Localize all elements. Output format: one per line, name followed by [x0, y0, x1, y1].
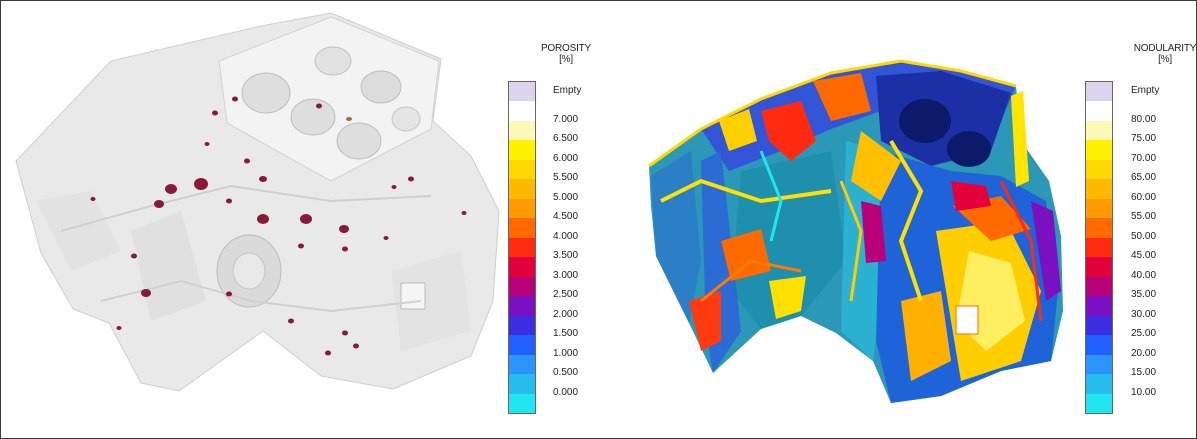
porosity-scale-label: 5.000: [553, 191, 579, 203]
porosity-scale-label: 2.000: [553, 308, 579, 320]
porosity-swatch: [509, 120, 535, 141]
nodularity-scale-label: 40.00: [1131, 269, 1157, 281]
porosity-swatch: [509, 101, 535, 121]
porosity-unit: [%]: [559, 54, 573, 65]
nodularity-scale-label: 80.00: [1131, 113, 1157, 125]
porosity-scale-label: 1.500: [553, 328, 579, 340]
porosity-swatch: [509, 335, 535, 355]
nodularity-swatch: [1086, 218, 1112, 238]
porosity-title-line1: POROSITY: [540, 43, 592, 54]
porosity-swatch: [509, 315, 535, 336]
nodularity-scale-label: 45.00: [1131, 250, 1157, 262]
porosity-scale-label: 3.500: [553, 250, 579, 262]
nodularity-scale-label: 25.00: [1131, 328, 1157, 340]
nodularity-scale-label: 20.00: [1131, 347, 1157, 359]
porosity-defect-spots: [90, 96, 467, 356]
porosity-scale-label: 1.000: [553, 347, 579, 359]
porosity-scale-label: 4.500: [553, 211, 579, 223]
nodularity-swatch: [1086, 82, 1112, 102]
porosity-swatch: [509, 296, 535, 316]
porosity-legend-title: POROSITY [%]: [536, 43, 596, 65]
nodularity-swatch: [1086, 354, 1112, 375]
porosity-swatch: [509, 198, 535, 219]
porosity-swatch: [509, 257, 535, 277]
nodularity-swatch: [1086, 179, 1112, 199]
porosity-scale-label: 2.500: [553, 289, 579, 301]
nodularity-swatch: [1086, 257, 1112, 277]
porosity-scale-label: 6.000: [553, 152, 579, 164]
porosity-scale-label: 0.000: [553, 386, 579, 398]
porosity-scale-label: 3.000: [553, 269, 579, 281]
nodularity-scale-label: 15.00: [1131, 367, 1157, 379]
porosity-swatch: [509, 140, 535, 160]
porosity-swatch: [509, 393, 535, 413]
porosity-scale-label: 5.500: [553, 172, 579, 184]
nodularity-swatch: [1086, 315, 1112, 336]
nodularity-swatch: [1086, 393, 1112, 413]
porosity-swatch: [509, 374, 535, 394]
nodularity-swatch: [1086, 374, 1112, 394]
nodularity-unit: [%]: [1158, 54, 1172, 65]
nodularity-scale-label: 10.00: [1131, 386, 1157, 398]
nodularity-swatch: [1086, 335, 1112, 355]
porosity-scale-label: 0.500: [553, 367, 579, 379]
porosity-scale-label: 7.000: [553, 113, 579, 125]
porosity-swatch: [509, 82, 535, 102]
nodularity-scale-label: 75.00: [1131, 133, 1157, 145]
nodularity-swatch: [1086, 276, 1112, 297]
nodularity-title-line1: NODULARITY: [1133, 43, 1197, 54]
nodularity-swatch: [1086, 101, 1112, 121]
porosity-scale-label: Empty: [553, 84, 582, 96]
porosity-swatch: [509, 179, 535, 199]
porosity-swatch: [509, 159, 535, 180]
nodularity-swatch: [1086, 237, 1112, 258]
engine-block-gray: [15, 12, 500, 392]
nodularity-scale-label: 60.00: [1131, 191, 1157, 203]
porosity-color-bar: [508, 81, 536, 414]
nodularity-scale-label: 35.00: [1131, 289, 1157, 301]
nodularity-scale-label: 70.00: [1131, 152, 1157, 164]
porosity-swatch: [509, 237, 535, 258]
nodularity-swatch: [1086, 120, 1112, 141]
porosity-scale-label: 6.500: [553, 133, 579, 145]
nodularity-swatch: [1086, 140, 1112, 160]
nodularity-scale-label: 55.00: [1131, 211, 1157, 223]
nodularity-swatch: [1086, 198, 1112, 219]
porosity-scale-label: 4.000: [553, 230, 579, 242]
porosity-scale-labels: Empty 7.000 6.500 6.000 5.500 5.000 4.500 4.000…: [553, 81, 613, 412]
nodularity-swatch: [1086, 159, 1112, 180]
nodularity-color-bar: [1085, 81, 1113, 414]
nodularity-scale-label: Empty: [1131, 84, 1160, 96]
nodularity-scale-label: 65.00: [1131, 172, 1157, 184]
nodularity-swatch: [1086, 296, 1112, 316]
porosity-swatch: [509, 218, 535, 238]
nodularity-legend-title: NODULARITY [%]: [1133, 43, 1197, 65]
nodularity-scale-labels: Empty 80.00 75.00 70.00 65.00 60.00 55.00 50.00…: [1131, 81, 1191, 412]
porosity-swatch: [509, 276, 535, 297]
porosity-swatch: [509, 354, 535, 375]
nodularity-scale-label: 30.00: [1131, 308, 1157, 320]
nodularity-engine-view: [648, 59, 1063, 403]
nodularity-scale-label: 50.00: [1131, 230, 1157, 242]
